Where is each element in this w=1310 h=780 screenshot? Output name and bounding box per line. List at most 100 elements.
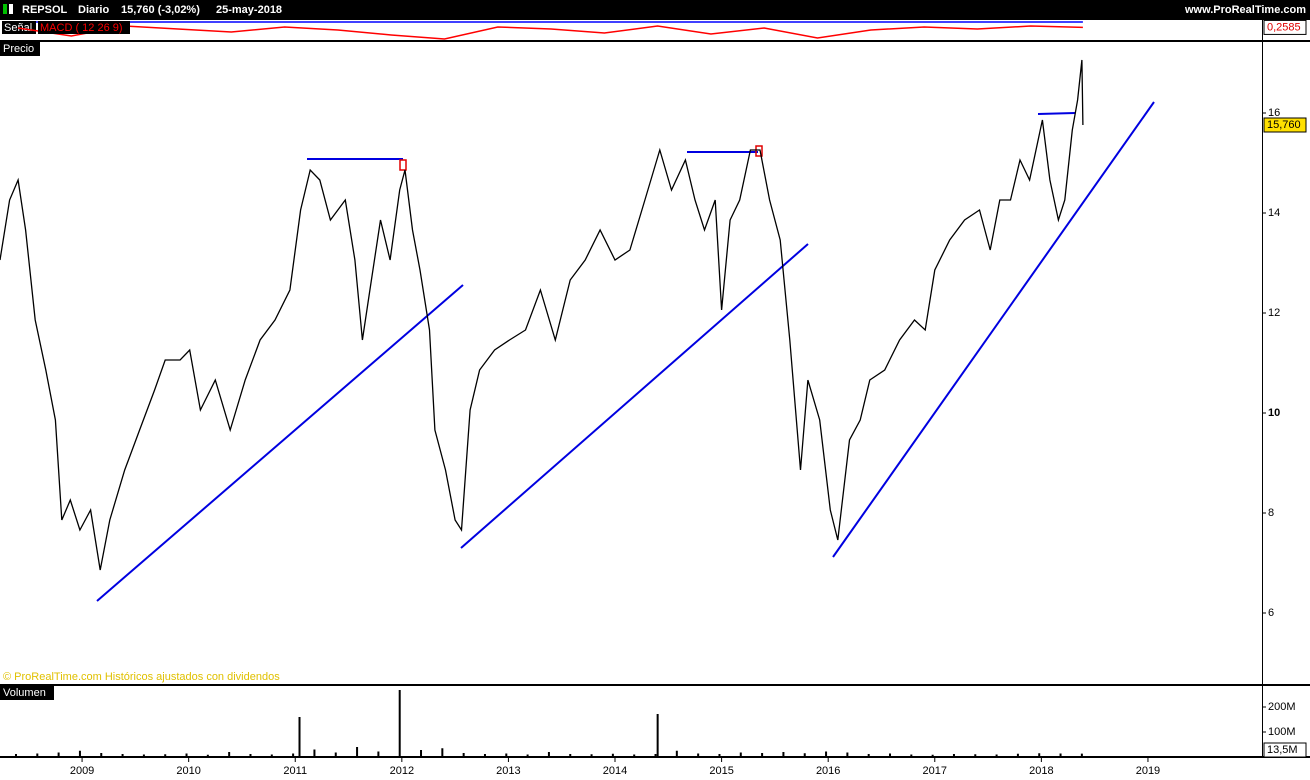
y-tick-label: 10 xyxy=(1268,407,1280,419)
label-box xyxy=(0,686,54,700)
x-tick-label: 2015 xyxy=(709,765,733,777)
volume-bar xyxy=(270,754,273,757)
y-tick-label: 12 xyxy=(1268,307,1280,319)
volume-bar xyxy=(462,753,465,757)
volume-bar xyxy=(633,754,636,757)
volume-bar xyxy=(590,754,593,757)
volume-bar xyxy=(675,750,678,757)
y-tick-label: 8 xyxy=(1268,507,1274,519)
y-tick-label: 14 xyxy=(1268,207,1280,219)
volume-bar xyxy=(398,690,401,757)
volume-bar xyxy=(142,754,145,757)
volume-bar xyxy=(164,754,167,757)
last-value-box xyxy=(1263,117,1307,133)
breakout-marker xyxy=(399,159,407,171)
icon xyxy=(3,4,7,14)
volume-bar xyxy=(57,752,60,757)
quote: 15,760 (-3,02%) xyxy=(121,4,200,16)
volume-bar xyxy=(889,753,892,757)
y-tick-label: 200M xyxy=(1268,701,1296,713)
x-tick-label: 2018 xyxy=(1029,765,1053,777)
volume-bar xyxy=(78,750,81,757)
volume-bar xyxy=(185,753,188,757)
volume-bar xyxy=(569,754,572,757)
volume-bar xyxy=(952,754,955,757)
symbol: REPSOL xyxy=(22,4,68,16)
y-tick-label: 6 xyxy=(1268,607,1274,619)
icon xyxy=(9,4,13,14)
volume-bar xyxy=(739,752,742,757)
volume-bar xyxy=(761,753,764,757)
panel-label: Precio xyxy=(3,43,34,55)
panel-label: Volumen xyxy=(3,687,46,699)
volume-bar xyxy=(334,752,337,757)
price-panel xyxy=(0,42,1262,684)
trend-line xyxy=(832,101,1155,558)
price-axis xyxy=(1263,42,1310,684)
source-note: © ProRealTime.com Históricos ajustados c… xyxy=(3,671,280,683)
volume-bar xyxy=(931,754,934,757)
label-box xyxy=(0,42,40,56)
legend-label: MACD ( 12 26 9) xyxy=(40,22,123,34)
breakout-marker xyxy=(755,145,763,157)
price-line xyxy=(0,59,1084,571)
volume-panel xyxy=(0,686,1262,756)
volume-bar xyxy=(1080,753,1083,757)
volume-bar xyxy=(36,753,39,757)
y-tick-label: 16 xyxy=(1268,107,1280,119)
volume-bar xyxy=(420,750,423,757)
volume-bar xyxy=(547,752,550,757)
last-value-box xyxy=(1263,19,1307,35)
trend-line xyxy=(96,284,464,602)
volume-bar xyxy=(100,753,103,757)
volume-bar xyxy=(846,752,849,757)
volume-bar xyxy=(825,751,828,757)
volume-bar xyxy=(1038,753,1041,757)
last-value-label: 0,2585 xyxy=(1267,21,1301,33)
volume-bar xyxy=(441,748,444,757)
volume-bar xyxy=(995,754,998,757)
volume-bar xyxy=(974,754,977,757)
volume-bar xyxy=(121,754,124,757)
volume-bar xyxy=(656,714,659,757)
volume-bar xyxy=(1059,753,1062,757)
volume-bar xyxy=(356,747,359,757)
date: 25-may-2018 xyxy=(216,4,282,16)
trend-line xyxy=(460,243,809,549)
volume-bar xyxy=(1016,753,1019,757)
legend-label: Señal xyxy=(4,22,32,34)
volume-bar xyxy=(782,752,785,757)
volume-bar xyxy=(228,752,231,757)
volume-bar xyxy=(697,753,700,757)
last-value-box xyxy=(1263,742,1307,758)
site: www.ProRealTime.com xyxy=(1184,4,1306,16)
volume-bar xyxy=(14,754,17,757)
volume-bar xyxy=(526,754,529,757)
x-tick-label: 2010 xyxy=(176,765,200,777)
volume-bar xyxy=(611,753,614,757)
legend-box xyxy=(38,21,130,34)
trend-lines xyxy=(96,101,1155,602)
volume-bar xyxy=(206,754,209,757)
volume-bar xyxy=(292,753,295,757)
volume-bar xyxy=(377,751,380,757)
x-tick-label: 2011 xyxy=(283,765,307,777)
x-tick-label: 2009 xyxy=(70,765,94,777)
volume-bar xyxy=(249,754,252,757)
x-tick-label: 2016 xyxy=(816,765,840,777)
x-tick-label: 2017 xyxy=(923,765,947,777)
x-tick-label: 2012 xyxy=(390,765,414,777)
x-tick-label: 2013 xyxy=(496,765,520,777)
volume-bar xyxy=(298,717,301,757)
volume-bar xyxy=(505,753,508,757)
x-tick-label: 2019 xyxy=(1136,765,1160,777)
y-tick-label: 100M xyxy=(1268,726,1296,738)
resistance-line xyxy=(1037,112,1076,115)
x-tick-label: 2014 xyxy=(603,765,627,777)
volume-bar xyxy=(483,754,486,757)
last-value-label: 13,5M xyxy=(1267,744,1298,756)
period: Diario xyxy=(78,4,109,16)
volume-bar xyxy=(803,753,806,757)
